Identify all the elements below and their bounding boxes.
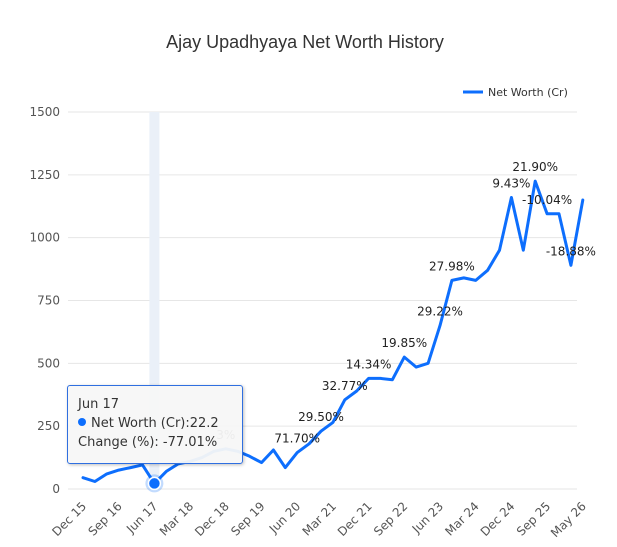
y-tick-label: 500 xyxy=(37,356,60,370)
y-tick-label: 0 xyxy=(52,482,60,496)
x-tick-label: Sep 25 xyxy=(514,499,553,538)
y-tick-label: 1500 xyxy=(29,105,60,119)
data-label: 27.98% xyxy=(429,259,475,273)
data-label: 21.90% xyxy=(512,160,558,174)
x-tick-label: Jun 23 xyxy=(409,499,446,536)
x-tick-label: Mar 24 xyxy=(442,499,481,538)
hover-crosshair xyxy=(149,112,160,489)
x-tick-label: Dec 21 xyxy=(335,499,375,539)
legend[interactable]: Net Worth (Cr) xyxy=(463,86,568,99)
data-label: 9.43% xyxy=(492,176,530,190)
x-tick-label: May 26 xyxy=(548,499,589,540)
tooltip-change: Change (%): -77.01% xyxy=(78,435,218,450)
x-tick-label: Sep 19 xyxy=(228,499,267,538)
data-label: 71.70% xyxy=(274,432,320,446)
tooltip-series-row: Net Worth (Cr):22.2 xyxy=(78,414,232,433)
tooltip: Jun 17 Net Worth (Cr):22.2 Change (%): -… xyxy=(67,385,243,464)
legend-label: Net Worth (Cr) xyxy=(488,86,568,99)
y-tick-label: 750 xyxy=(37,294,60,308)
x-tick-label: Dec 15 xyxy=(49,499,89,539)
x-tick-label: Jun 20 xyxy=(266,499,303,536)
x-tick-label: Dec 24 xyxy=(478,499,518,539)
y-tick-label: 1250 xyxy=(29,168,60,182)
x-tick-label: Sep 16 xyxy=(85,499,124,538)
chart-title: Ajay Upadhyaya Net Worth History xyxy=(166,32,444,52)
hover-marker-dot[interactable] xyxy=(147,476,162,491)
tooltip-series-value: Net Worth (Cr):22.2 xyxy=(91,416,219,431)
data-label: 32.77% xyxy=(322,379,368,393)
data-labels: 3%71.70%29.50%32.77%14.34%19.85%29.22%27… xyxy=(216,160,596,445)
y-axis-ticks: 0 250 500 750 1000 1250 1500 xyxy=(29,105,60,496)
data-label: 19.85% xyxy=(381,336,427,350)
x-tick-label: Jun 17 xyxy=(123,499,160,536)
data-label: -10.04% xyxy=(522,193,572,207)
x-tick-label: Sep 22 xyxy=(371,499,410,538)
data-label: 29.22% xyxy=(417,305,463,319)
x-tick-label: Dec 18 xyxy=(192,499,232,539)
y-tick-label: 250 xyxy=(37,419,60,433)
data-label: 29.50% xyxy=(298,410,344,424)
y-tick-label: 1000 xyxy=(29,231,60,245)
x-tick-label: Mar 21 xyxy=(300,499,339,538)
data-label: 14.34% xyxy=(346,357,392,371)
tooltip-date: Jun 17 xyxy=(78,397,119,412)
hover-marker[interactable] xyxy=(145,474,164,493)
data-label: -18.88% xyxy=(546,244,596,258)
series-dot-icon xyxy=(78,418,86,426)
net-worth-line xyxy=(81,179,585,485)
x-tick-label: Mar 18 xyxy=(157,499,196,538)
